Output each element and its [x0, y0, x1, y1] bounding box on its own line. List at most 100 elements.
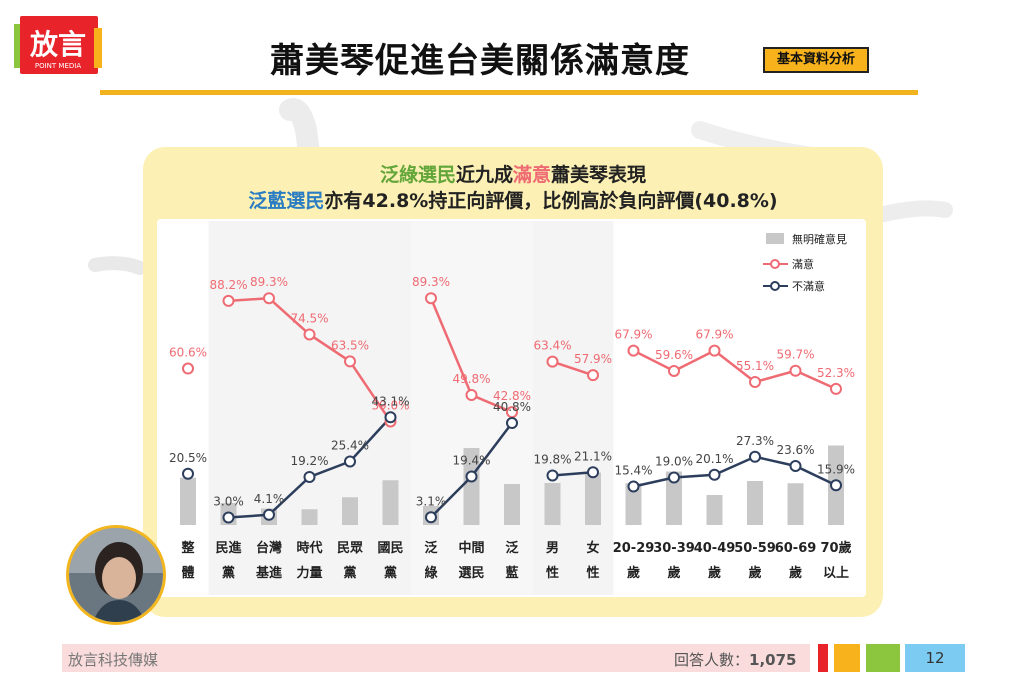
- legend-swatch-noopinion: [766, 233, 784, 244]
- label-dissatisfied-0: 20.5%: [169, 451, 207, 465]
- respondent-count: 回答人數：1,075: [674, 651, 797, 669]
- point-satisfied-10: [587, 369, 599, 382]
- label-dissatisfied-1: 3.0%: [213, 495, 244, 509]
- point-dissatisfied-6: [425, 511, 437, 524]
- point-satisfied-0: [182, 362, 194, 375]
- label-dissatisfied-4: 25.4%: [331, 439, 369, 453]
- label-dissatisfied-11: 15.4%: [614, 464, 652, 478]
- label-satisfied-16: 52.3%: [817, 366, 855, 380]
- point-dissatisfied-12: [668, 471, 680, 484]
- label-satisfied-13: 67.9%: [695, 328, 733, 342]
- line-satisfied-seg-3: [552, 360, 594, 377]
- label-dissatisfied-12: 19.0%: [655, 455, 693, 469]
- tick-label-0-a: 整: [180, 540, 195, 556]
- point-satisfied-1: [222, 294, 235, 307]
- label-satisfied-11: 67.9%: [614, 328, 652, 342]
- bar-noopinion-12: [666, 471, 682, 525]
- page-title: 蕭美琴促進台美關係滿意度: [270, 41, 690, 81]
- bar-noopinion-8: [504, 484, 520, 525]
- point-satisfied-11: [627, 344, 640, 357]
- label-satisfied-15: 59.7%: [776, 348, 814, 362]
- tick-label-15-b: 歲: [789, 565, 802, 581]
- legend-label-satisfied: 滿意: [792, 257, 814, 271]
- tick-label-8-b: 藍: [505, 565, 518, 581]
- point-satisfied-15: [789, 364, 802, 377]
- tick-label-14-b: 歲: [748, 565, 761, 581]
- point-satisfied-4: [344, 355, 356, 368]
- point-satisfied-12: [668, 364, 680, 377]
- tick-label-12-a: 30-39: [653, 541, 695, 556]
- point-dissatisfied-15: [789, 460, 802, 472]
- tick-label-3-b: 力量: [296, 565, 322, 581]
- bar-noopinion-5: [382, 480, 399, 525]
- tick-label-3-a: 時代: [296, 540, 322, 556]
- bar-noopinion-7: [463, 448, 480, 525]
- headline-line2: 泛藍選民亦有42.8%持正向評價，比例高於負向評價(40.8%): [248, 190, 778, 212]
- point-dissatisfied-4: [344, 455, 356, 468]
- point-dissatisfied-0: [182, 467, 194, 480]
- point-dissatisfied-2: [263, 508, 275, 521]
- point-dissatisfied-16: [830, 479, 842, 492]
- point-dissatisfied-8: [506, 417, 518, 429]
- tick-label-9-a: 男: [546, 541, 559, 556]
- group-band-0: [208, 221, 411, 595]
- tick-label-6-b: 綠: [424, 565, 438, 581]
- line-dissatisfied-seg-3: [552, 471, 594, 477]
- tick-label-9-b: 性: [546, 565, 559, 581]
- tick-label-8-a: 泛: [505, 540, 518, 556]
- speaker-avatar: [66, 525, 166, 625]
- logo-subtext: POINT MEDIA: [35, 62, 81, 70]
- label-dissatisfied-8: 40.8%: [493, 400, 531, 414]
- tick-label-0-b: 體: [181, 565, 194, 581]
- label-satisfied-10: 57.9%: [574, 352, 612, 366]
- point-dissatisfied-7: [465, 470, 478, 483]
- bar-noopinion-14: [747, 481, 763, 525]
- label-dissatisfied-9: 19.8%: [533, 453, 571, 467]
- bar-noopinion-10: [585, 472, 601, 525]
- label-satisfied-7: 49.8%: [452, 372, 490, 386]
- label-satisfied-2: 89.3%: [250, 275, 288, 289]
- label-dissatisfied-5: 43.1%: [371, 394, 409, 408]
- tick-label-4-a: 民眾: [337, 541, 363, 556]
- tick-label-1-b: 黨: [222, 565, 235, 581]
- label-dissatisfied-16: 15.9%: [817, 462, 855, 476]
- logo-text: 放言: [29, 28, 86, 61]
- point-dissatisfied-10: [587, 466, 599, 479]
- bar-noopinion-11: [625, 483, 642, 525]
- label-dissatisfied-14: 27.3%: [736, 434, 774, 448]
- bar-noopinion-0: [180, 477, 196, 525]
- footer-color-green: [866, 644, 900, 672]
- tick-label-2-a: 台灣: [256, 540, 282, 556]
- bar-noopinion-3: [301, 509, 318, 525]
- label-dissatisfied-2: 4.1%: [254, 492, 285, 506]
- label-satisfied-3: 74.5%: [290, 311, 328, 325]
- tick-label-5-a: 國民: [377, 541, 403, 556]
- label-dissatisfied-13: 20.1%: [695, 452, 733, 466]
- label-satisfied-9: 63.4%: [533, 339, 571, 353]
- point-dissatisfied-5: [384, 411, 397, 424]
- point-satisfied-2: [263, 292, 275, 305]
- label-dissatisfied-6: 3.1%: [416, 494, 447, 508]
- headline-line1: 泛綠選民近九成滿意蕭美琴表現: [379, 164, 647, 186]
- tick-label-13-a: 40-49: [694, 541, 736, 556]
- label-satisfied-12: 59.6%: [655, 348, 693, 362]
- point-satisfied-14: [749, 376, 761, 389]
- tick-label-10-a: 女: [586, 540, 599, 556]
- point-dissatisfied-11: [627, 480, 640, 493]
- footer-bar: [62, 644, 810, 672]
- legend-label-dissatisfied: 不滿意: [792, 279, 825, 293]
- legend-marker-dissatisfied: [770, 281, 780, 291]
- bar-noopinion-9: [544, 483, 561, 525]
- label-satisfied-4: 63.5%: [331, 338, 369, 352]
- legend-marker-satisfied: [770, 259, 780, 269]
- tick-label-5-b: 黨: [384, 565, 397, 581]
- footer-color-orange: [834, 644, 860, 672]
- point-satisfied-13: [708, 344, 721, 357]
- chart-legend: 無明確意見 滿意 不滿意: [763, 232, 847, 293]
- tick-label-6-a: 泛: [424, 540, 437, 556]
- point-satisfied-7: [465, 388, 478, 401]
- line-satisfied-seg-4: [632, 349, 837, 391]
- label-dissatisfied-15: 23.6%: [776, 443, 814, 457]
- tick-label-11-a: 20-29: [613, 541, 655, 556]
